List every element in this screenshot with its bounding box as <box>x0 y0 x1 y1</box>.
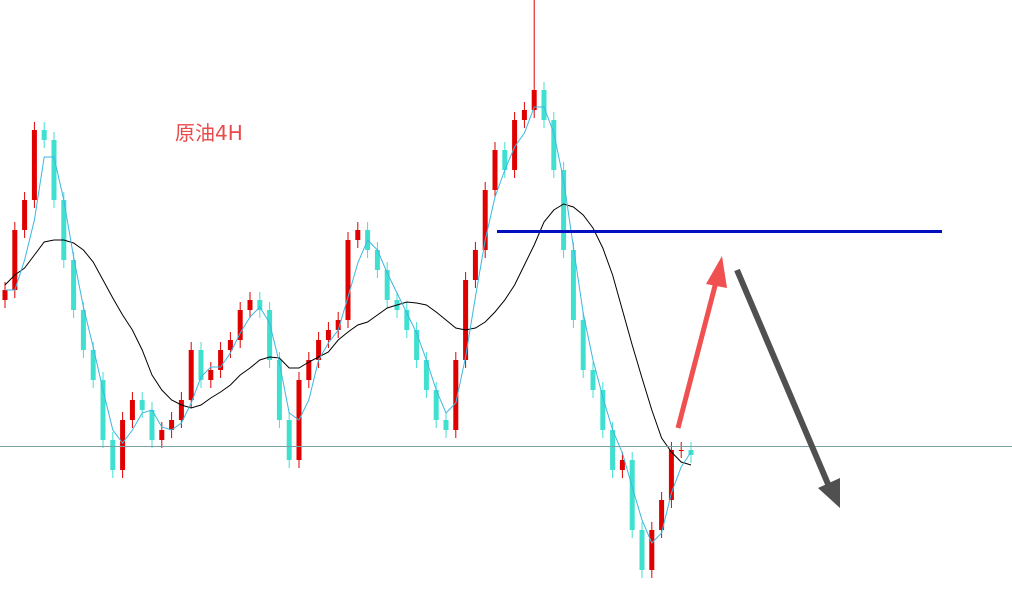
up-arrow <box>675 256 727 429</box>
candle-body <box>423 360 429 390</box>
candle-body <box>286 420 292 460</box>
candle-body <box>51 140 57 200</box>
moving-average <box>5 106 692 544</box>
candle-body <box>649 530 655 570</box>
moving-average <box>4 203 692 466</box>
candle-body <box>139 400 145 410</box>
candle-body <box>629 460 635 530</box>
candle-body <box>541 90 547 120</box>
candle-body <box>345 240 351 320</box>
candle-body <box>316 340 322 360</box>
candle-body <box>384 270 390 300</box>
candle-body <box>433 390 439 420</box>
candle-body <box>247 300 253 310</box>
candle-body <box>267 310 273 360</box>
candle-body <box>227 340 233 350</box>
candle-body <box>492 150 498 190</box>
candle-body <box>639 530 645 570</box>
candle-body <box>80 310 86 350</box>
candle-body <box>600 390 606 430</box>
candle-body <box>198 350 204 380</box>
candle-body <box>551 120 557 170</box>
candle-body <box>188 350 194 400</box>
candle-body <box>218 350 224 370</box>
candle-body <box>257 300 263 310</box>
candle-body <box>159 430 165 440</box>
candle-body <box>443 420 449 430</box>
candle-body <box>561 170 567 250</box>
candle-body <box>590 370 596 390</box>
candle-body <box>149 410 155 440</box>
candle-body <box>472 250 478 280</box>
candle-body <box>61 200 67 260</box>
candle-body <box>208 370 214 380</box>
candle-body <box>276 360 282 420</box>
chart-title: 原油4H <box>175 121 243 145</box>
candle-body <box>120 420 126 470</box>
candle-body <box>404 310 410 330</box>
candle-body <box>502 150 508 170</box>
candle-body <box>306 360 312 380</box>
candle-body <box>110 440 116 470</box>
candle-body <box>2 290 8 300</box>
candle-body <box>678 450 684 451</box>
candle-body <box>414 330 420 360</box>
candle-body <box>22 200 28 230</box>
ma-lines <box>4 106 692 544</box>
candle-body <box>482 190 488 250</box>
down-arrow <box>734 268 840 508</box>
candle-body <box>610 430 616 470</box>
candle-body <box>90 350 96 380</box>
candle-body <box>31 130 37 200</box>
candle-body <box>129 400 135 420</box>
candle-body <box>12 230 18 290</box>
candle-body <box>237 310 243 340</box>
candle-body <box>71 260 77 310</box>
candle-body <box>355 230 361 240</box>
candle-body <box>325 330 331 340</box>
candle-body <box>619 460 625 470</box>
candle-body <box>580 320 586 370</box>
candles <box>2 0 694 578</box>
candle-body <box>178 400 184 420</box>
candle-body <box>659 500 665 530</box>
candle-body <box>453 360 459 430</box>
candle-body <box>335 320 341 330</box>
candle-body <box>531 90 537 110</box>
candle-body <box>374 250 380 270</box>
candle-body <box>570 250 576 320</box>
candle-body <box>463 280 469 360</box>
candle-body <box>41 130 47 140</box>
candle-body <box>521 110 527 120</box>
candle-body <box>100 380 106 440</box>
candle-body <box>668 450 674 500</box>
candle-body <box>169 420 175 430</box>
candle-body <box>512 120 518 170</box>
